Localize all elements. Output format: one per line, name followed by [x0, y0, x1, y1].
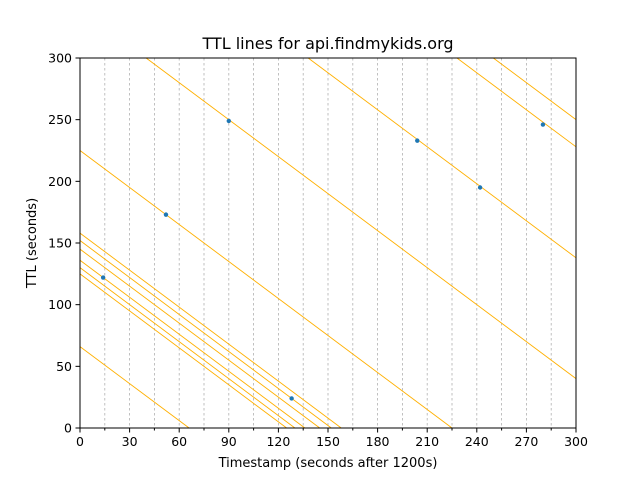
ttl-line: [79, 248, 321, 429]
ttl-line: [307, 57, 577, 259]
data-point: [100, 275, 106, 280]
ttl-line: [456, 57, 577, 148]
y-axis-ticks: 0 50 100 150 200 250 300: [48, 51, 80, 436]
ttl-line: [79, 240, 332, 429]
y-axis-label: TTL (seconds): [25, 198, 40, 289]
ttl-line: [79, 346, 190, 429]
y-tick-label: 50: [56, 359, 72, 374]
y-tick-label: 150: [48, 236, 72, 251]
x-tick-label: 180: [366, 434, 390, 449]
data-point: [163, 212, 169, 217]
x-tick-label: 210: [415, 434, 439, 449]
ttl-line: [79, 267, 296, 429]
ttl-line: [493, 57, 577, 121]
ttl-line: [79, 232, 342, 429]
x-tick-label: 90: [221, 434, 237, 449]
x-tick-label: 270: [514, 434, 538, 449]
ttl-line: [79, 150, 453, 429]
data-point: [226, 118, 231, 124]
chart-title: TTL lines for api.findmykids.org: [201, 34, 453, 53]
x-tick-label: 120: [266, 434, 290, 449]
y-tick-label: 100: [48, 297, 72, 312]
grid: [104, 58, 552, 428]
x-tick-label: 60: [171, 434, 187, 449]
data-points: [100, 118, 546, 401]
x-axis-ticks: 0 30 60 90 120 150 180 210 240 270 300: [76, 428, 588, 449]
data-point: [540, 122, 546, 127]
x-tick-label: 30: [122, 434, 138, 449]
x-tick-label: 0: [76, 434, 84, 449]
x-tick-label: 300: [564, 434, 588, 449]
y-tick-label: 300: [48, 51, 72, 66]
x-axis-label: Timestamp (seconds after 1200s): [218, 456, 438, 471]
ttl-line: [79, 259, 306, 429]
ttl-lines: [79, 57, 577, 429]
ttl-line: [79, 273, 287, 429]
data-point: [477, 185, 483, 190]
data-point: [415, 138, 420, 143]
x-tick-label: 240: [465, 434, 489, 449]
y-tick-label: 200: [48, 174, 72, 189]
y-tick-label: 0: [64, 421, 72, 436]
x-tick-label: 150: [316, 434, 340, 449]
data-point: [289, 396, 294, 401]
ttl-line: [145, 57, 577, 380]
y-tick-label: 250: [48, 112, 72, 127]
